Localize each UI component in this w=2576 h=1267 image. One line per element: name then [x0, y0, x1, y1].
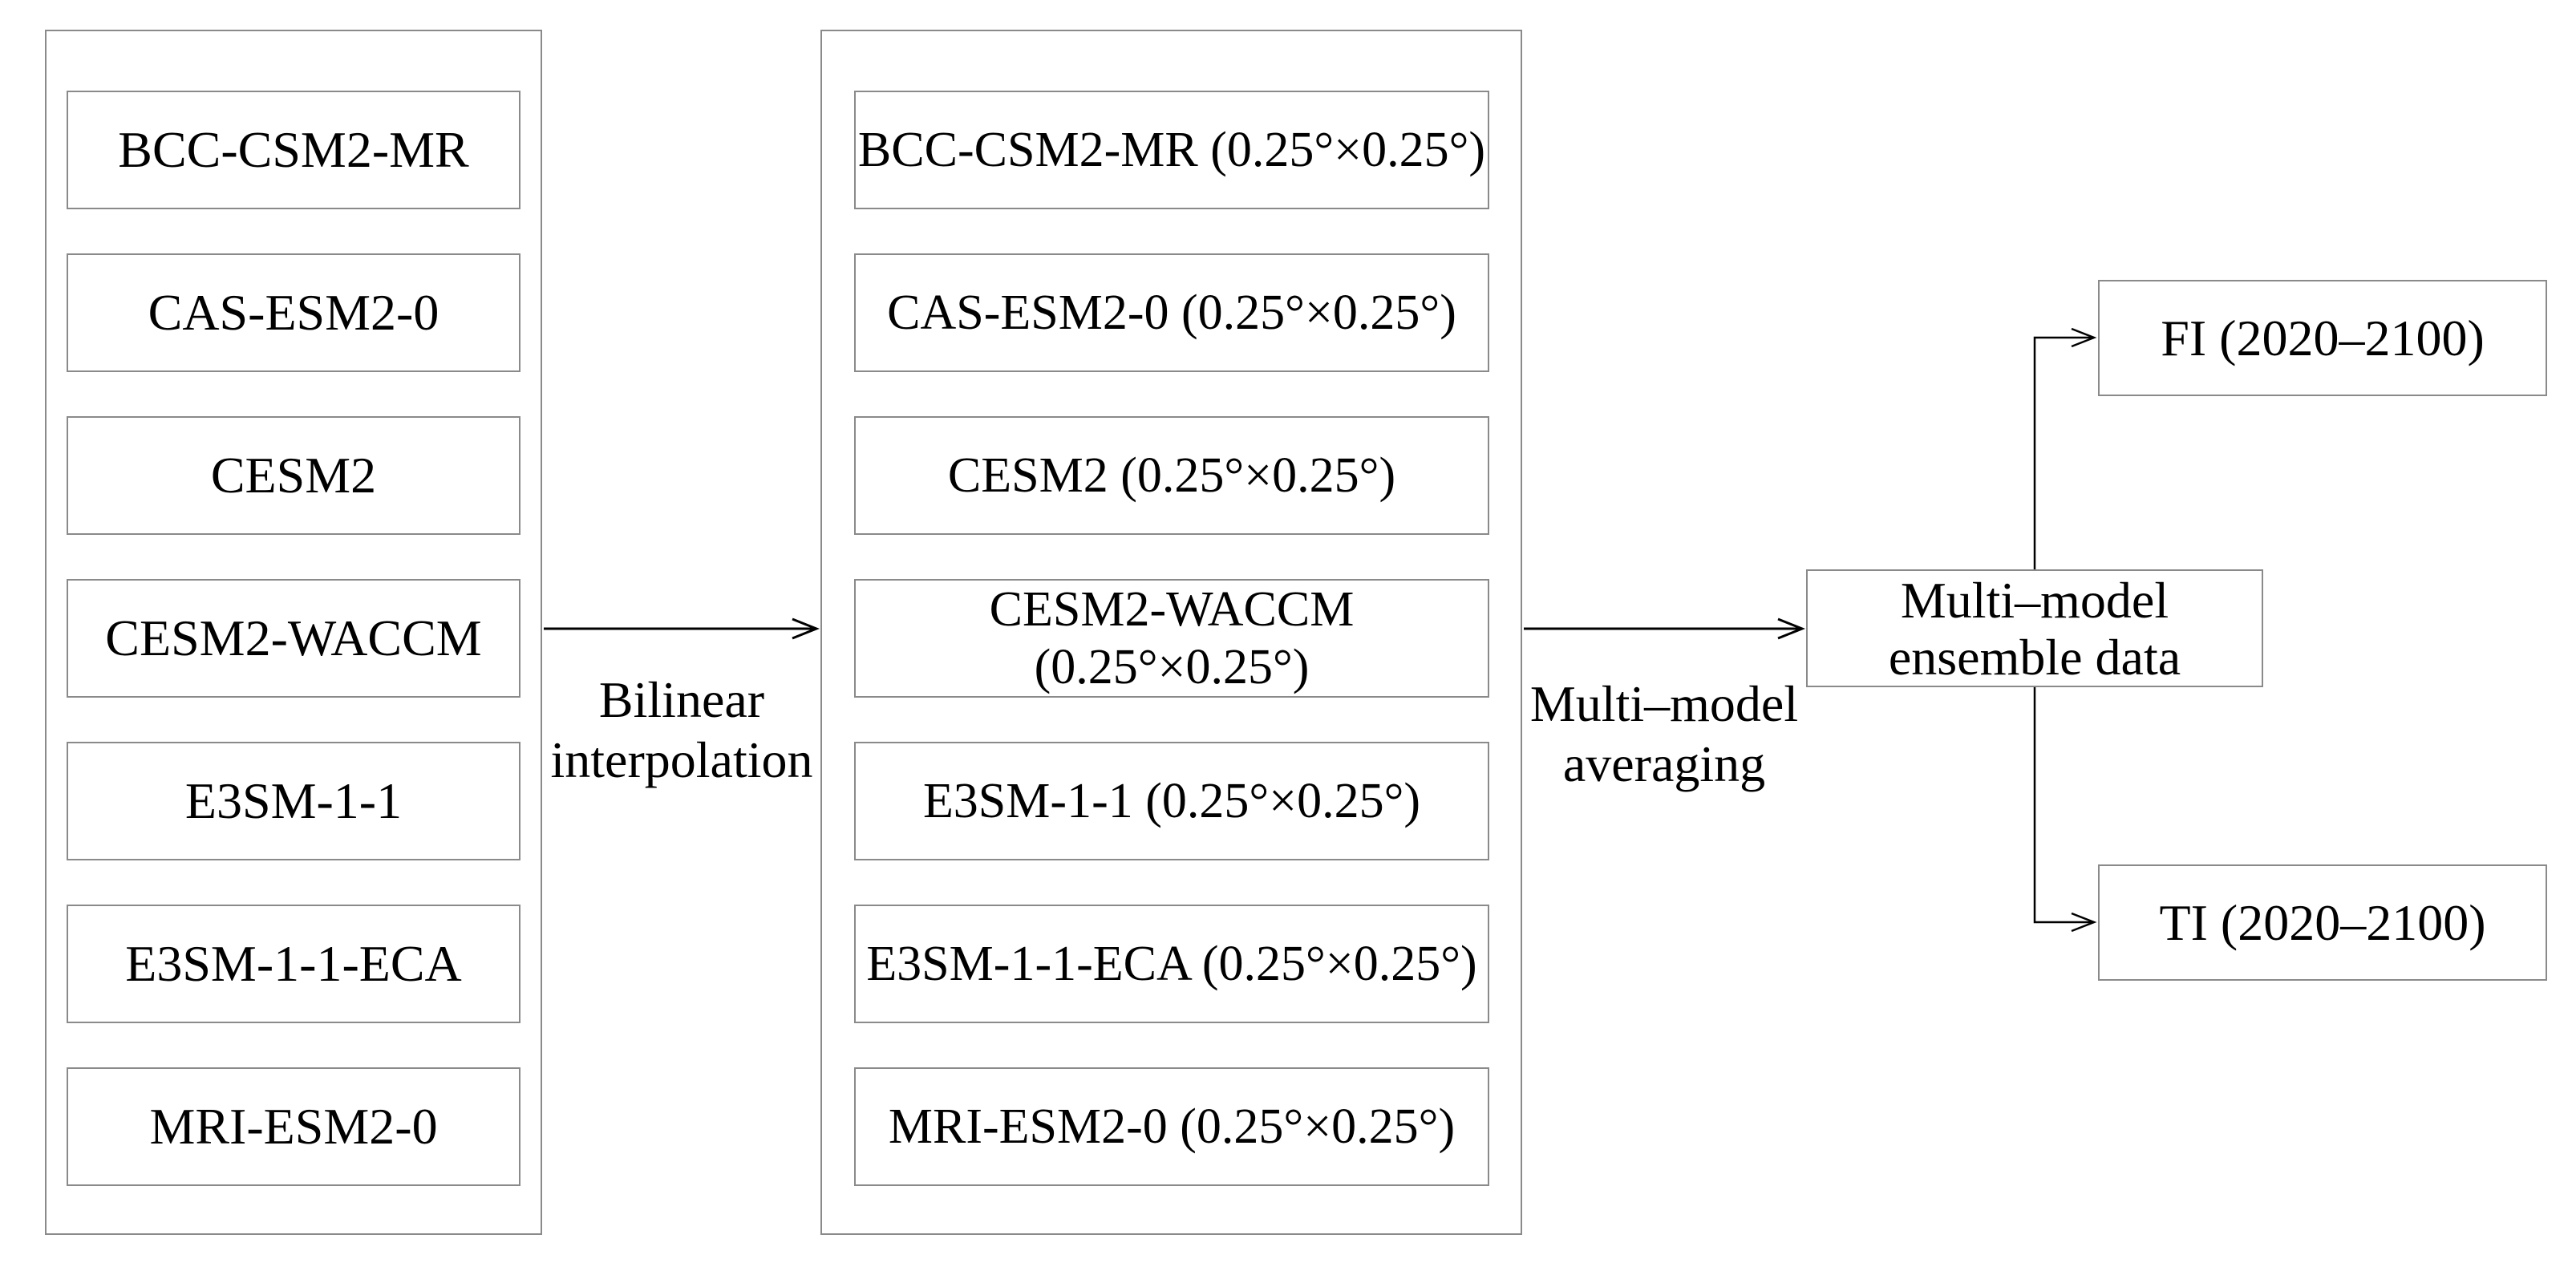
interpolation-arrow — [544, 617, 820, 640]
ti-branch-arrow — [2033, 686, 2097, 933]
interpolated-model-box: E3SM-1-1-ECA (0.25°×0.25°) — [854, 905, 1489, 1023]
multi-model-averaging-label: Multi–model averaging — [1529, 675, 1799, 792]
model-box: BCC-CSM2-MR — [67, 91, 520, 209]
interpolated-model-box: MRI-ESM2-0 (0.25°×0.25°) — [854, 1067, 1489, 1186]
model-box: CESM2 — [67, 416, 520, 535]
model-box: CAS-ESM2-0 — [67, 253, 520, 372]
model-box: E3SM-1-1 — [67, 742, 520, 860]
fi-output-box: FI (2020–2100) — [2098, 280, 2547, 396]
interpolated-model-box: E3SM-1-1 (0.25°×0.25°) — [854, 742, 1489, 860]
interpolated-model-box: CAS-ESM2-0 (0.25°×0.25°) — [854, 253, 1489, 372]
interpolated-model-box: CESM2 (0.25°×0.25°) — [854, 416, 1489, 535]
ti-output-box: TI (2020–2100) — [2098, 864, 2547, 981]
interpolated-model-box: BCC-CSM2-MR (0.25°×0.25°) — [854, 91, 1489, 209]
averaging-arrow — [1524, 617, 1806, 640]
model-box: E3SM-1-1-ECA — [67, 905, 520, 1023]
bilinear-interpolation-label: Bilinear interpolation — [550, 671, 813, 788]
model-box: MRI-ESM2-0 — [67, 1067, 520, 1186]
ensemble-data-box: Multi–model ensemble data — [1806, 569, 2263, 687]
interpolated-model-box: CESM2-WACCM (0.25°×0.25°) — [854, 579, 1489, 698]
model-box: CESM2-WACCM — [67, 579, 520, 698]
fi-branch-arrow — [2033, 327, 2097, 570]
